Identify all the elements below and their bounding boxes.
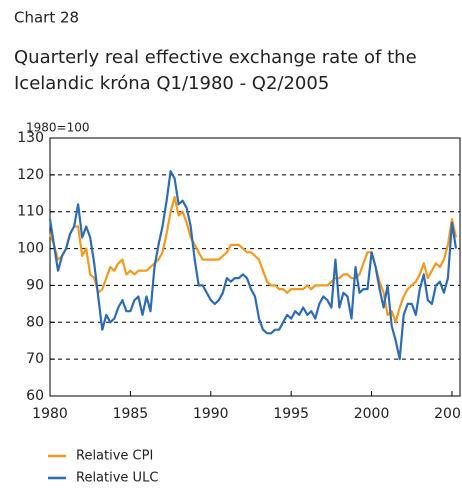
chart-title: Quarterly real effective exchange rate o… xyxy=(14,47,417,68)
y-tick-label: 100 xyxy=(17,241,44,257)
legend-label: Relative CPI xyxy=(76,449,153,464)
x-tick-label: 1980 xyxy=(32,406,68,422)
x-tick-label: 1995 xyxy=(273,406,309,422)
y-tick-label: 60 xyxy=(26,388,44,404)
y-axis-label: 1980=100 xyxy=(26,121,90,135)
chart-label: Chart 28 xyxy=(14,9,79,27)
y-tick-label: 120 xyxy=(17,167,44,183)
x-tick-label: 2000 xyxy=(354,406,390,422)
legend-label: Relative ULC xyxy=(76,471,158,486)
chart-title: Icelandic króna Q1/1980 - Q2/2005 xyxy=(14,73,329,94)
y-tick-label: 80 xyxy=(26,314,44,330)
y-tick-label: 90 xyxy=(26,277,44,293)
y-tick-label: 110 xyxy=(17,204,44,220)
x-tick-label: 1990 xyxy=(193,406,229,422)
plot-frame xyxy=(49,137,461,397)
y-tick-label: 70 xyxy=(26,351,44,367)
series-line xyxy=(48,170,458,361)
y-tick-label: 130 xyxy=(17,130,44,146)
x-tick-label: 2005 xyxy=(434,406,462,422)
x-tick-label: 1985 xyxy=(113,406,149,422)
series-line xyxy=(48,195,458,324)
